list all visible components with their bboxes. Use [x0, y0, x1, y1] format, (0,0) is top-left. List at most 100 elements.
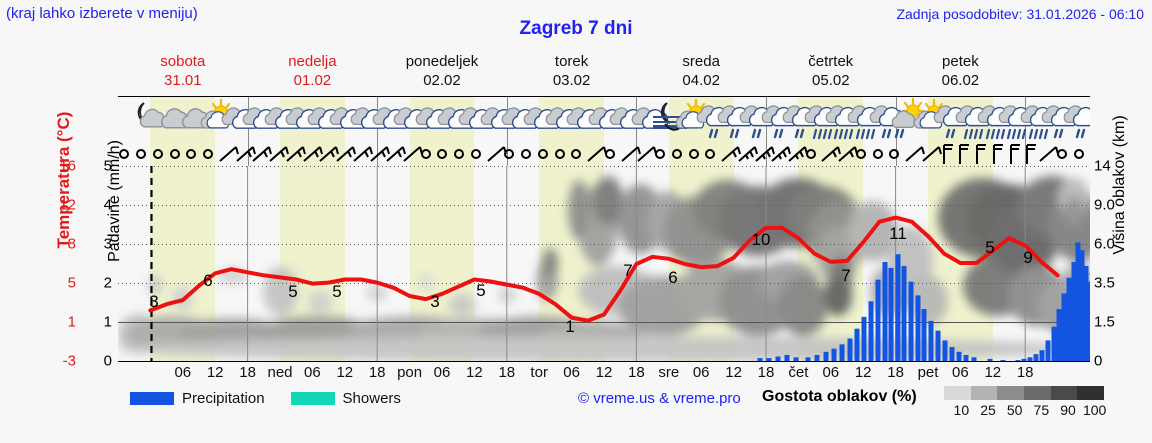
temperature-value-label: 7 [841, 266, 851, 285]
wind-calm-icon [668, 140, 704, 166]
temperature-tick: 1 [67, 313, 76, 331]
day-header-četrtek: četrtek 05.02 [766, 52, 896, 90]
precipitation-tick: 1 [103, 313, 112, 331]
day-header-sreda: sreda 04.02 [636, 52, 766, 90]
day-date: 06.02 [941, 72, 980, 89]
wind-calm-icon [852, 140, 888, 166]
cloud-height-tick: 0 [1094, 352, 1103, 370]
temperature-value-label: 5 [476, 281, 486, 300]
wind-calm-icon [802, 140, 838, 166]
wind-barb-icon [902, 140, 938, 166]
wind-barb-icon [969, 140, 1005, 166]
weather-icon-cloud-drizzle [1063, 97, 1090, 140]
day-separator [377, 140, 379, 166]
cloud-height-axis-ticks: 14 9.0 6.0 3.5 1.5 0 [1094, 158, 1134, 370]
page-title: Zagreb 7 dni [519, 18, 633, 39]
wind-barb-icon [233, 140, 269, 166]
temperature-tick: 16 [59, 157, 76, 175]
cloud-density-step [1050, 386, 1078, 400]
cloud-density-step-label: 75 [1033, 402, 1050, 418]
day-date: 04.02 [682, 72, 720, 89]
cloud-density-step-label: 100 [1082, 402, 1107, 418]
wind-barb-icon [735, 140, 771, 166]
day-name: nedelja [288, 53, 337, 70]
meteogram-svg [118, 166, 1090, 361]
temperature-value-label: 5 [288, 282, 298, 301]
day-header-sobota: sobota 31.01 [118, 52, 248, 90]
weather-icon-cloud-drizzle [869, 97, 905, 140]
wind-barb-icon [316, 140, 352, 166]
precipitation-tick: 2 [103, 274, 112, 292]
cloud-density-ramp-labels: 10 25 50 75 90 100 [944, 402, 1116, 420]
temperature-tick: -3 [62, 352, 76, 370]
day-header-nedelja: nedelja 01.02 [248, 52, 378, 90]
wind-calm-icon [199, 140, 235, 166]
temperature-value-label: 11 [889, 224, 907, 243]
temperature-value-label: 3 [149, 292, 159, 311]
showers-swatch [290, 391, 335, 405]
wind-barb-icon [986, 140, 1022, 166]
wind-barb-icon [952, 140, 988, 166]
wind-barb-icon [936, 140, 972, 166]
wind-barb-icon [333, 140, 369, 166]
wind-barb-icon [283, 140, 319, 166]
wind-barb-icon [249, 140, 285, 166]
cloud-density-step [970, 386, 998, 400]
precipitation-tick: 4 [103, 196, 112, 214]
x-axis-tick: pet [917, 364, 939, 381]
day-date: 01.02 [293, 72, 332, 89]
wind-barb-icon [718, 140, 754, 166]
credit-link[interactable]: © vreme.us & vreme.pro [578, 390, 741, 407]
series-legend: Precipitation Showers [130, 389, 427, 407]
x-axis-tick: 12 [984, 364, 1002, 381]
temperature-value-label: 6 [203, 271, 213, 290]
cloud-density-field [118, 176, 1090, 361]
cloud-density-legend-title: Gostota oblakov (%) [762, 388, 917, 405]
wind-calm-icon [417, 140, 453, 166]
wind-calm-icon [118, 140, 151, 166]
x-axis-tick: 18 [1016, 364, 1034, 381]
temperature-value-label: 5 [332, 282, 342, 301]
day-separator [506, 140, 508, 166]
wind-barb-icon [367, 140, 403, 166]
cloud-height-tick: 14 [1094, 157, 1111, 175]
wind-calm-icon [132, 140, 168, 166]
temperature-value-label: 3 [430, 292, 440, 311]
wind-barb-icon [266, 140, 302, 166]
x-axis-tick: 06 [304, 364, 321, 381]
cloud-density-step [1077, 386, 1105, 400]
wind-calm-icon [567, 140, 603, 166]
precipitation-bars [757, 242, 1090, 361]
location-menu-note: (kraj lahko izberete v meniju) [6, 5, 198, 22]
x-axis-tick: 12 [595, 364, 613, 381]
wind-calm-icon [467, 140, 503, 166]
last-update-text: Zadnja posodobitev: 31.01.2026 - 06:10 [896, 6, 1144, 22]
wind-calm-icon [1053, 140, 1089, 166]
day-date: 05.02 [812, 72, 850, 89]
daylight-band [668, 140, 734, 166]
day-separator [895, 140, 897, 166]
cloud-density-step-label: 10 [953, 402, 970, 418]
precipitation-tick: 0 [103, 352, 112, 370]
temperature-tick: 8 [67, 235, 76, 253]
x-axis-tick: 18 [887, 364, 904, 381]
x-axis-tick: sre [658, 364, 680, 381]
weather-icon-strip [118, 96, 1090, 140]
wind-barb-icon [752, 140, 788, 166]
day-date: 02.02 [423, 72, 461, 89]
cloud-density-step [1024, 386, 1051, 400]
x-axis-ticks: 06 12 18 ned 06 12 18 pon 06 12 18 tor 06 12 18 sre 06 12… [118, 364, 1090, 384]
x-axis-tick: 12 [336, 364, 354, 381]
temperature-value-label: 4 [1089, 262, 1090, 282]
wind-calm-icon [701, 140, 737, 166]
cloud-density-step-label: 90 [1060, 402, 1076, 418]
x-axis-tick: 06 [952, 364, 969, 381]
wind-barb-icon [300, 140, 336, 166]
temperature-line [148, 215, 1060, 323]
x-axis-tick: 18 [368, 364, 386, 381]
day-header-petek: petek 06.02 [896, 52, 1026, 90]
precipitation-axis-ticks: 5 4 3 2 1 0 [92, 158, 112, 370]
day-date: 31.01 [164, 72, 202, 89]
cloud-density-step-label: 25 [980, 402, 996, 418]
wind-calm-icon [551, 140, 587, 166]
